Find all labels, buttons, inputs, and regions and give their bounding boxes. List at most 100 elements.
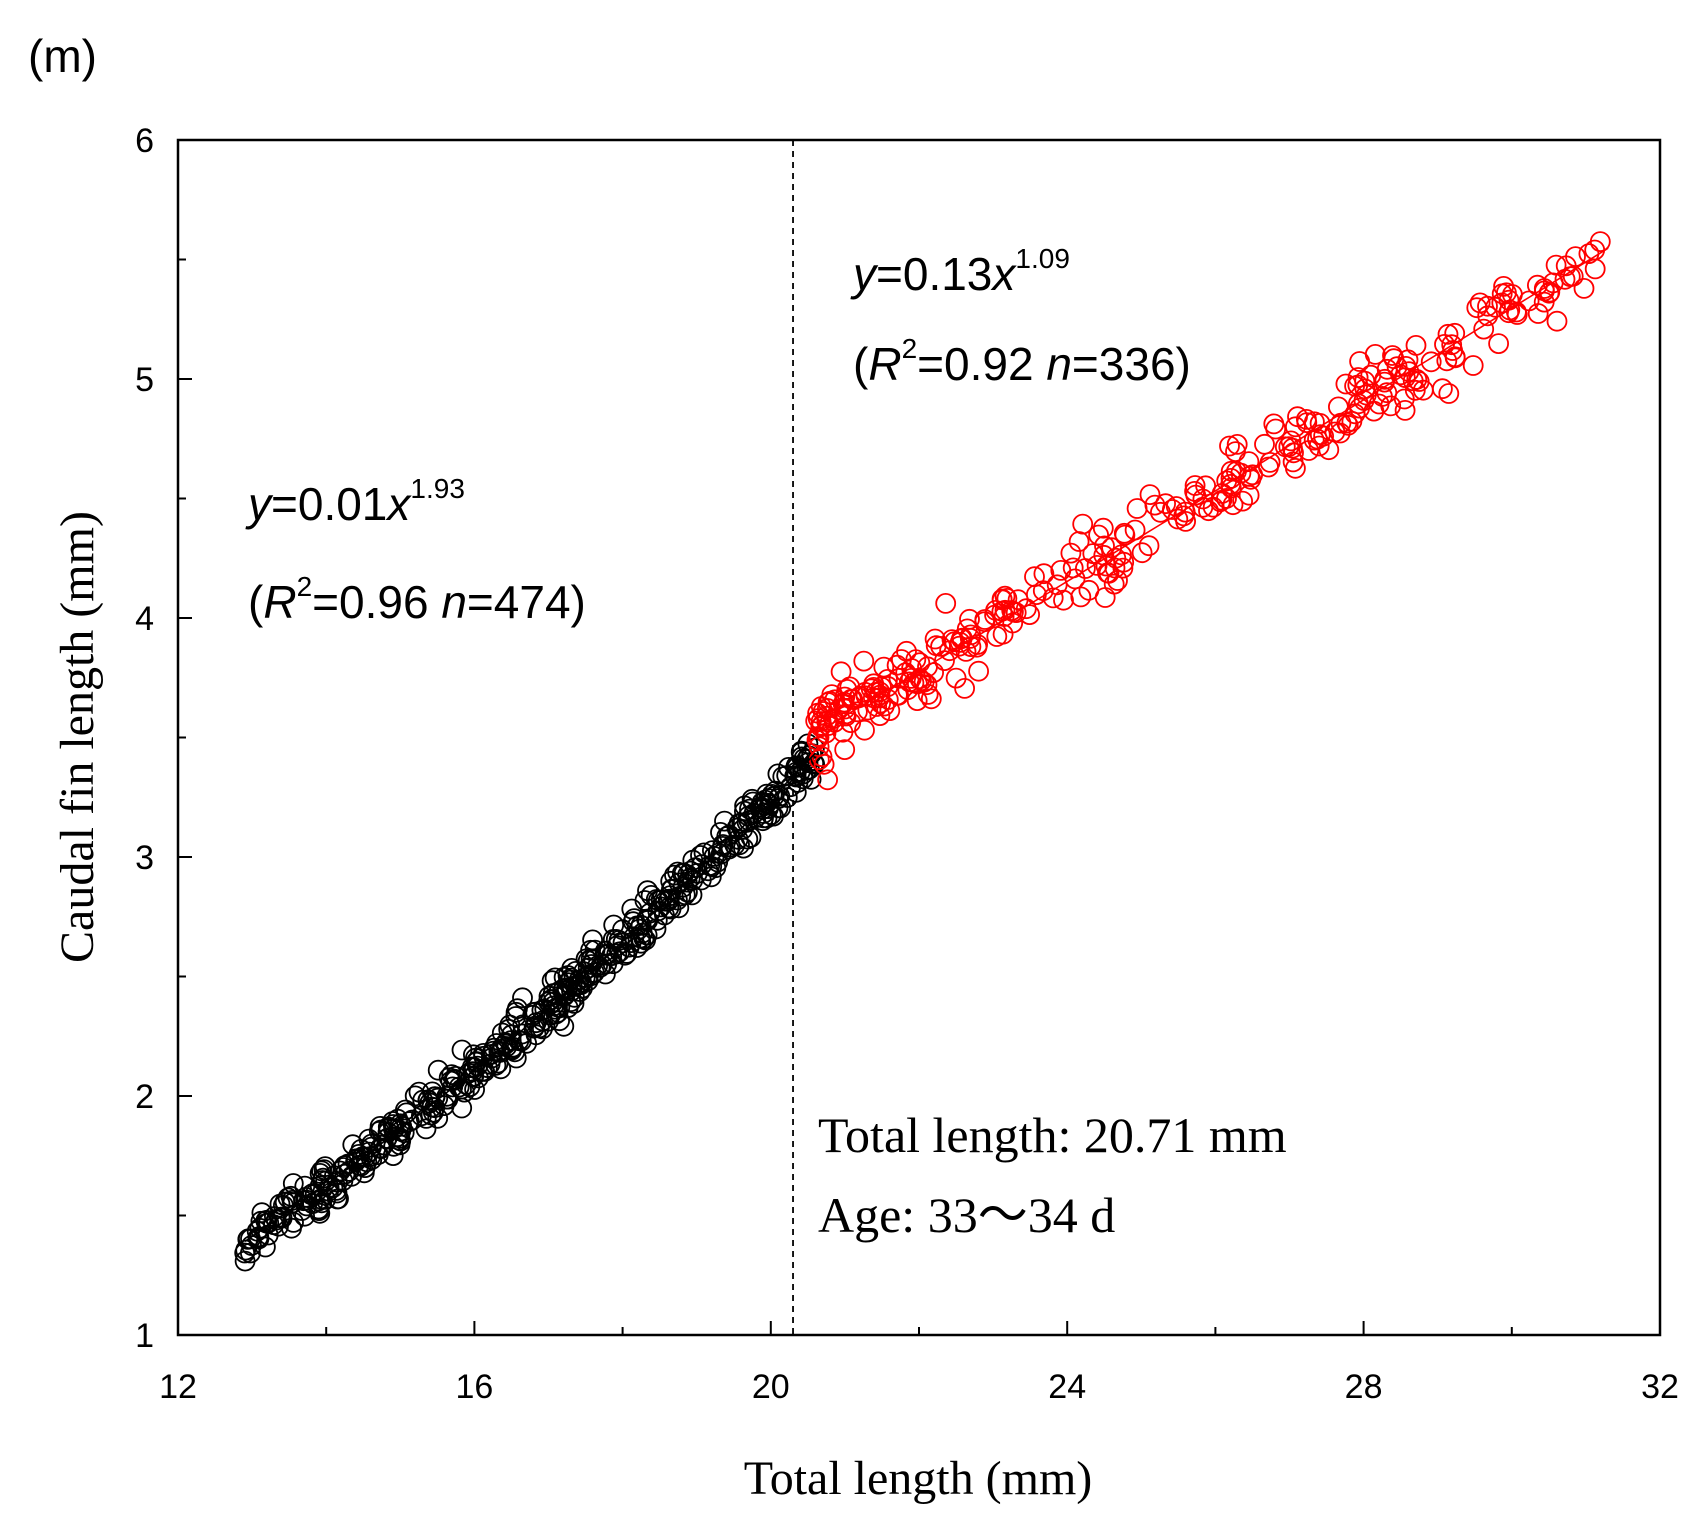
data-point [726, 817, 748, 839]
equation-before: y=0.01x1.93 [245, 473, 465, 530]
data-point [1131, 542, 1153, 564]
data-point [1285, 416, 1306, 438]
data-point [1254, 433, 1275, 455]
data-point [935, 593, 957, 614]
data-point [873, 695, 895, 717]
data-point [1060, 542, 1082, 564]
y-axis-title: Caudal fin length (mm) [51, 511, 104, 963]
fit-lines [244, 247, 1609, 1243]
x-tick-label: 16 [455, 1368, 493, 1406]
data-point [1477, 305, 1499, 327]
stats-after: (R2=0.92 n=336) [853, 333, 1191, 390]
data-point [377, 1121, 399, 1143]
data-point [960, 636, 982, 657]
x-tick-label: 28 [1345, 1368, 1383, 1406]
data-point [1360, 364, 1382, 386]
data-point [368, 1120, 390, 1142]
data-point [986, 626, 1008, 647]
data-point [1195, 475, 1216, 497]
data-point [817, 769, 838, 791]
data-point [1404, 379, 1426, 401]
data-point [1441, 334, 1463, 356]
data-point [582, 929, 603, 951]
data-point [1394, 367, 1416, 389]
data-points [234, 231, 1611, 1272]
data-point [1437, 323, 1459, 345]
data-point [240, 1228, 261, 1250]
data-point [1238, 484, 1260, 506]
data-point [271, 1207, 293, 1229]
data-point [296, 1189, 318, 1211]
x-tick-label: 32 [1641, 1368, 1679, 1406]
data-point [907, 673, 928, 695]
data-point [1559, 266, 1581, 288]
data-point [800, 768, 822, 790]
data-point [383, 1135, 405, 1157]
data-point [329, 1160, 351, 1182]
data-point [408, 1081, 430, 1103]
data-point [660, 898, 682, 920]
data-point [463, 1066, 485, 1087]
data-point [812, 701, 834, 722]
data-point [1383, 348, 1405, 370]
x-axis-title: Total length (mm) [744, 1452, 1093, 1505]
data-point [729, 834, 750, 856]
y-tick-label: 4 [135, 600, 154, 638]
data-point [645, 918, 667, 940]
data-point [561, 958, 583, 979]
data-point [1298, 440, 1320, 461]
x-tick-label: 12 [159, 1368, 197, 1406]
y-tick-label: 2 [135, 1078, 154, 1116]
data-point [511, 1023, 533, 1045]
data-point [993, 606, 1015, 627]
data-point [1220, 473, 1242, 495]
data-point [1394, 399, 1416, 421]
data-point [1545, 254, 1567, 276]
data-point [840, 688, 862, 710]
fit-line-before [244, 752, 816, 1243]
data-point [1337, 414, 1359, 436]
data-point [563, 993, 585, 1014]
data-point [1024, 566, 1045, 588]
data-point [358, 1141, 380, 1163]
data-point [797, 752, 819, 773]
data-point [1488, 333, 1509, 355]
data-point [1477, 295, 1498, 317]
data-point [1126, 498, 1148, 519]
data-point [394, 1099, 416, 1121]
data-point [816, 705, 837, 727]
data-point [821, 684, 843, 705]
data-point [1088, 524, 1109, 546]
data-point [945, 667, 967, 689]
data-point [760, 804, 782, 826]
data-point [1050, 560, 1072, 581]
data-point [832, 721, 854, 743]
data-point [1538, 282, 1560, 304]
data-point [459, 1076, 481, 1097]
data-point [1534, 280, 1555, 302]
data-point [1219, 435, 1240, 457]
data-point [916, 674, 938, 696]
data-point [424, 1086, 446, 1107]
data-point [917, 656, 938, 678]
y-tick-label: 3 [135, 839, 154, 877]
data-point [924, 628, 946, 650]
y-tick-label: 1 [135, 1317, 154, 1355]
data-point [1072, 513, 1094, 535]
data-point [314, 1156, 336, 1177]
data-point [427, 1059, 449, 1081]
data-point [557, 997, 579, 1018]
data-point [776, 787, 798, 808]
data-point [561, 980, 582, 1002]
data-point [427, 1087, 449, 1109]
data-point [1502, 284, 1523, 305]
data-point [1309, 412, 1331, 434]
data-point [1589, 231, 1611, 253]
data-point [1053, 589, 1074, 611]
data-point [1064, 568, 1086, 590]
y-tick-label: 6 [135, 122, 154, 160]
data-point [834, 739, 856, 760]
data-point [608, 930, 630, 951]
data-point [1033, 563, 1055, 585]
data-point [398, 1111, 420, 1132]
